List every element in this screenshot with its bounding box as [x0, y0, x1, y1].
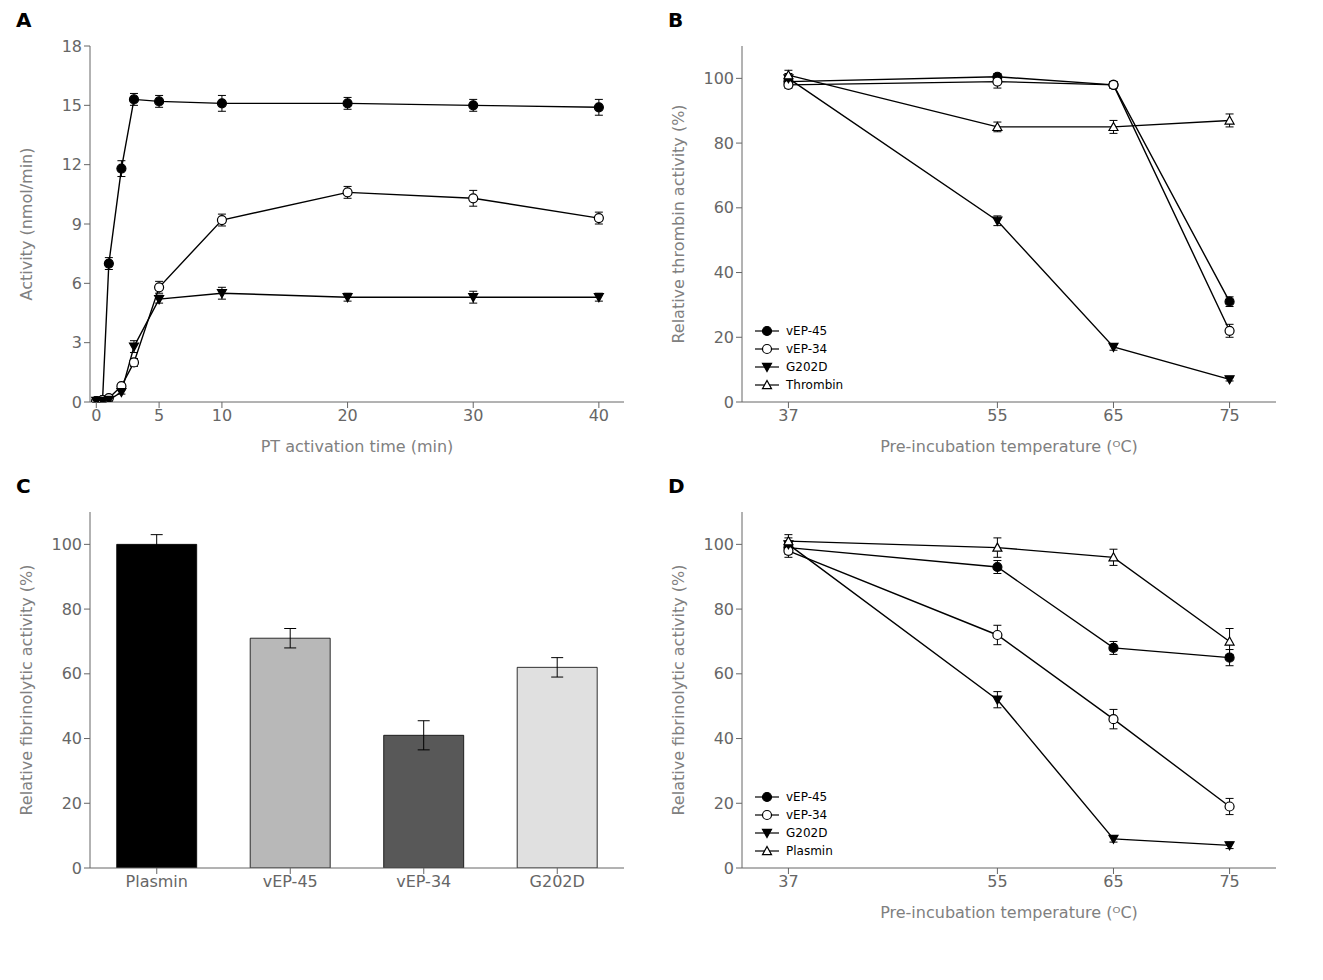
- svg-text:55: 55: [987, 872, 1007, 891]
- svg-text:40: 40: [714, 729, 734, 748]
- svg-text:6: 6: [72, 274, 82, 293]
- html-text:D: D: [668, 474, 685, 498]
- svg-text:vEP-45: vEP-45: [263, 872, 318, 891]
- svg-text:12: 12: [62, 155, 82, 174]
- svg-text:Pre-incubation temperature (ᴼC: Pre-incubation temperature (ᴼC): [880, 903, 1138, 922]
- svg-text:Pre-incubation temperature (ᴼC: Pre-incubation temperature (ᴼC): [880, 437, 1138, 456]
- svg-text:Activity (nmol/min): Activity (nmol/min): [17, 148, 36, 301]
- svg-text:PT activation time (min): PT activation time (min): [261, 437, 454, 456]
- svg-text:60: 60: [714, 198, 734, 217]
- svg-text:100: 100: [703, 535, 734, 554]
- svg-text:40: 40: [714, 263, 734, 282]
- svg-text:75: 75: [1219, 872, 1239, 891]
- svg-text:vEP-34: vEP-34: [396, 872, 451, 891]
- svg-text:5: 5: [154, 406, 164, 425]
- svg-text:Relative fibrinolytic activity: Relative fibrinolytic activity (%): [669, 564, 688, 815]
- svg-text:0: 0: [72, 393, 82, 412]
- svg-text:0: 0: [91, 406, 101, 425]
- svg-text:37: 37: [778, 872, 798, 891]
- svg-text:80: 80: [714, 600, 734, 619]
- svg-text:18: 18: [62, 37, 82, 56]
- svg-text:60: 60: [714, 664, 734, 683]
- svg-text:20: 20: [337, 406, 357, 425]
- html-text:C: C: [16, 474, 31, 498]
- svg-text:60: 60: [62, 664, 82, 683]
- svg-text:20: 20: [714, 328, 734, 347]
- html-text:vEP-34: vEP-34: [786, 808, 828, 822]
- svg-text:75: 75: [1219, 406, 1239, 425]
- svg-text:65: 65: [1103, 872, 1123, 891]
- svg-text:0: 0: [72, 859, 82, 878]
- svg-text:65: 65: [1103, 406, 1123, 425]
- svg-text:40: 40: [62, 729, 82, 748]
- svg-text:9: 9: [72, 215, 82, 234]
- svg-text:0: 0: [724, 859, 734, 878]
- svg-text:80: 80: [62, 600, 82, 619]
- svg-text:55: 55: [987, 406, 1007, 425]
- svg-text:80: 80: [714, 134, 734, 153]
- svg-text:Relative thrombin activity (%): Relative thrombin activity (%): [669, 104, 688, 343]
- html-text:G202D: G202D: [786, 826, 828, 840]
- svg-text:0: 0: [724, 393, 734, 412]
- svg-text:40: 40: [589, 406, 609, 425]
- html-text:vEP-45: vEP-45: [786, 790, 828, 804]
- html-text:vEP-45: vEP-45: [786, 324, 828, 338]
- svg-text:20: 20: [62, 794, 82, 813]
- svg-text:20: 20: [714, 794, 734, 813]
- svg-text:100: 100: [703, 69, 734, 88]
- html-text:B: B: [668, 8, 684, 32]
- svg-text:30: 30: [463, 406, 483, 425]
- html-text:A: A: [16, 8, 32, 32]
- svg-text:10: 10: [212, 406, 232, 425]
- html-text:G202D: G202D: [786, 360, 828, 374]
- svg-text:G202D: G202D: [530, 872, 585, 891]
- svg-text:Plasmin: Plasmin: [126, 872, 188, 891]
- svg-text:100: 100: [51, 535, 82, 554]
- svg-text:3: 3: [72, 333, 82, 352]
- html-text:Plasmin: Plasmin: [786, 844, 833, 858]
- svg-text:15: 15: [62, 96, 82, 115]
- svg-text:37: 37: [778, 406, 798, 425]
- html-text:Thrombin: Thrombin: [786, 378, 844, 392]
- svg-text:Relative fibrinolytic activity: Relative fibrinolytic activity (%): [17, 564, 36, 815]
- html-text:vEP-34: vEP-34: [786, 342, 828, 356]
